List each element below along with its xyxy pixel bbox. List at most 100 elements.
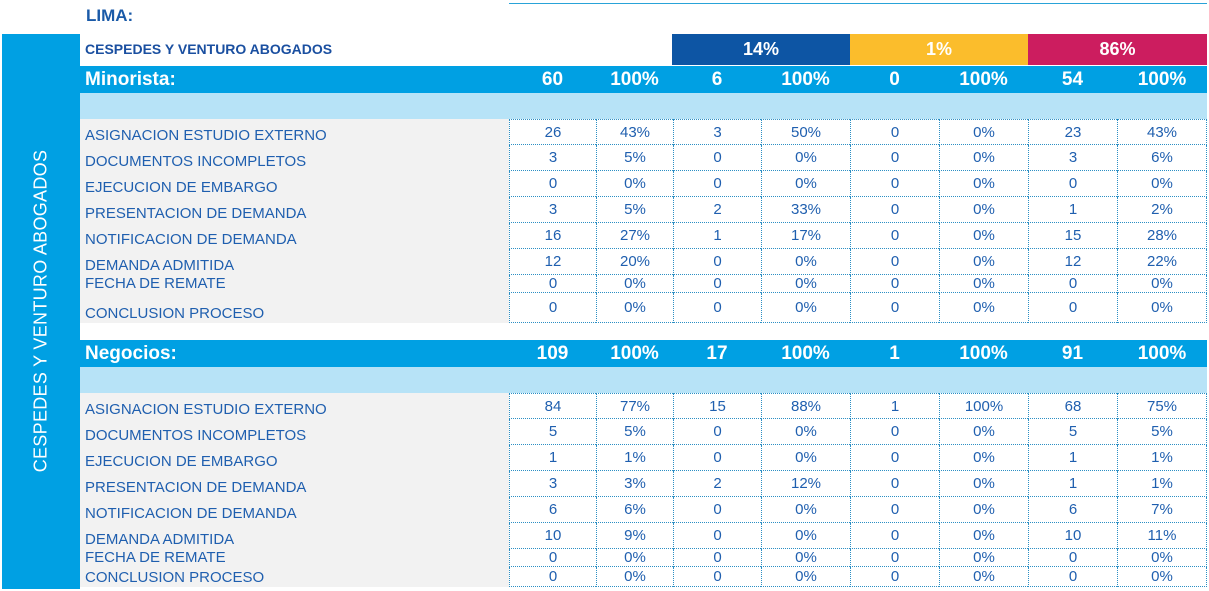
table-cell: 0 xyxy=(850,523,939,549)
table-cell: 0 xyxy=(673,445,761,471)
section-band xyxy=(80,367,1207,393)
row-label: NOTIFICACION DE DEMANDA xyxy=(85,505,297,522)
table-row: CONCLUSION PROCESO 0 0% 0 0% 0 0% 0 0% xyxy=(80,293,1207,323)
city-title: LIMA: xyxy=(86,6,134,25)
table-row: EJECUCION DE EMBARGO 1 1% 0 0% 0 0% 1 1% xyxy=(80,445,1207,471)
row-label-cell: PRESENTACION DE DEMANDA xyxy=(80,197,510,223)
table-cell: 1% xyxy=(596,445,673,471)
table-row: ASIGNACION ESTUDIO EXTERNO 84 77% 15 88% 1 100… xyxy=(80,393,1207,419)
top-divider xyxy=(509,3,1207,4)
sidebar-label: CESPEDES Y VENTURO ABOGADOS xyxy=(30,149,51,473)
table-cell: 0% xyxy=(939,249,1028,275)
table-cell: 11% xyxy=(1117,523,1207,549)
section-total: 91 xyxy=(1061,342,1084,364)
table-cell: 5% xyxy=(596,419,673,445)
table-cell: 0% xyxy=(761,249,850,275)
row-label: EJECUCION DE EMBARGO xyxy=(85,453,278,470)
table-cell: 5 xyxy=(1028,419,1117,445)
section-header: Minorista: 60 100% 6 100% 0 100% 54 100% xyxy=(80,66,1207,93)
row-label: DOCUMENTOS INCOMPLETOS xyxy=(85,427,307,444)
table-cell: 0 xyxy=(850,197,939,223)
table-cell: 0% xyxy=(761,171,850,197)
table-cell: 1 xyxy=(673,223,761,249)
table-cell: 1 xyxy=(1028,471,1117,497)
table-cell: 0 xyxy=(850,145,939,171)
table-cell: 0 xyxy=(673,497,761,523)
table-cell: 6% xyxy=(596,497,673,523)
row-label: ASIGNACION ESTUDIO EXTERNO xyxy=(85,401,327,418)
table-cell: 0% xyxy=(596,171,673,197)
table-cell: 6 xyxy=(1028,497,1117,523)
table-cell: 0 xyxy=(850,293,939,323)
table-cell: 0 xyxy=(850,223,939,249)
table-cell: 0% xyxy=(761,567,850,587)
table-cell: 0% xyxy=(939,223,1028,249)
table-cell: 0 xyxy=(850,471,939,497)
section-total: 100% xyxy=(1137,68,1187,90)
table-cell: 0 xyxy=(850,549,939,567)
table-cell: 23 xyxy=(1028,119,1117,145)
table-cell: 3 xyxy=(673,119,761,145)
table-cell: 5% xyxy=(1117,419,1207,445)
row-label-cell: CONCLUSION PROCESO xyxy=(80,293,510,323)
table-cell: 12 xyxy=(509,249,596,275)
table-cell: 0% xyxy=(761,445,850,471)
table-cell: 17% xyxy=(761,223,850,249)
table-cell: 0% xyxy=(939,567,1028,587)
table-cell: 10 xyxy=(509,523,596,549)
table-row: DOCUMENTOS INCOMPLETOS 5 5% 0 0% 0 0% 5 5% xyxy=(80,419,1207,445)
table-cell: 0 xyxy=(509,275,596,293)
table-cell: 12 xyxy=(1028,249,1117,275)
table-cell: 10 xyxy=(1028,523,1117,549)
table-cell: 0 xyxy=(850,419,939,445)
section-total: 100% xyxy=(959,342,1008,364)
table-cell: 33% xyxy=(761,197,850,223)
table-row: NOTIFICACION DE DEMANDA 16 27% 1 17% 0 0% 15 28% xyxy=(80,223,1207,249)
table-cell: 2% xyxy=(1117,197,1207,223)
table-cell: 0 xyxy=(673,419,761,445)
section-total: 17 xyxy=(706,342,728,364)
row-label-cell: FECHA DE REMATE xyxy=(80,549,510,567)
table-cell: 0% xyxy=(596,275,673,293)
row-label: DOCUMENTOS INCOMPLETOS xyxy=(85,153,307,170)
table-cell: 1 xyxy=(1028,197,1117,223)
section-total: 0 xyxy=(889,68,900,90)
table-cell: 3% xyxy=(596,471,673,497)
table-cell: 0% xyxy=(939,293,1028,323)
table-cell: 75% xyxy=(1117,393,1207,419)
table-cell: 1 xyxy=(850,393,939,419)
table-cell: 27% xyxy=(596,223,673,249)
table-row: CONCLUSION PROCESO 0 0% 0 0% 0 0% 0 0% xyxy=(80,567,1207,587)
table-cell: 0% xyxy=(596,567,673,587)
table-cell: 20% xyxy=(596,249,673,275)
table-row: DEMANDA ADMITIDA 10 9% 0 0% 0 0% 10 11% xyxy=(80,523,1207,549)
row-label-cell: DEMANDA ADMITIDA xyxy=(80,523,510,549)
row-label: ASIGNACION ESTUDIO EXTERNO xyxy=(85,127,327,144)
section-total: 100% xyxy=(610,68,659,90)
table-cell: 7% xyxy=(1117,497,1207,523)
row-label: CONCLUSION PROCESO xyxy=(85,305,265,322)
table-cell: 26 xyxy=(509,119,596,145)
section-total: 6 xyxy=(711,68,723,90)
table-cell: 0 xyxy=(850,497,939,523)
table-cell: 0 xyxy=(1028,275,1117,293)
row-label-cell: ASIGNACION ESTUDIO EXTERNO xyxy=(80,119,510,145)
table-cell: 0% xyxy=(939,523,1028,549)
table-cell: 28% xyxy=(1117,223,1207,249)
table-cell: 0% xyxy=(596,293,673,323)
table-cell: 5 xyxy=(509,419,596,445)
table-cell: 0% xyxy=(939,549,1028,567)
table-row: FECHA DE REMATE 0 0% 0 0% 0 0% 0 0% xyxy=(80,275,1207,293)
table-cell: 0% xyxy=(761,293,850,323)
table-cell: 0 xyxy=(1028,171,1117,197)
table-cell: 84 xyxy=(509,393,596,419)
sidebar: CESPEDES Y VENTURO ABOGADOS xyxy=(2,34,80,589)
table-cell: 0% xyxy=(761,549,850,567)
table-cell: 5% xyxy=(596,197,673,223)
table-cell: 100% xyxy=(939,393,1028,419)
table-cell: 0 xyxy=(850,445,939,471)
table-cell: 50% xyxy=(761,119,850,145)
table-cell: 0% xyxy=(939,419,1028,445)
section-total: 60 xyxy=(541,68,564,90)
table-cell: 0% xyxy=(939,145,1028,171)
